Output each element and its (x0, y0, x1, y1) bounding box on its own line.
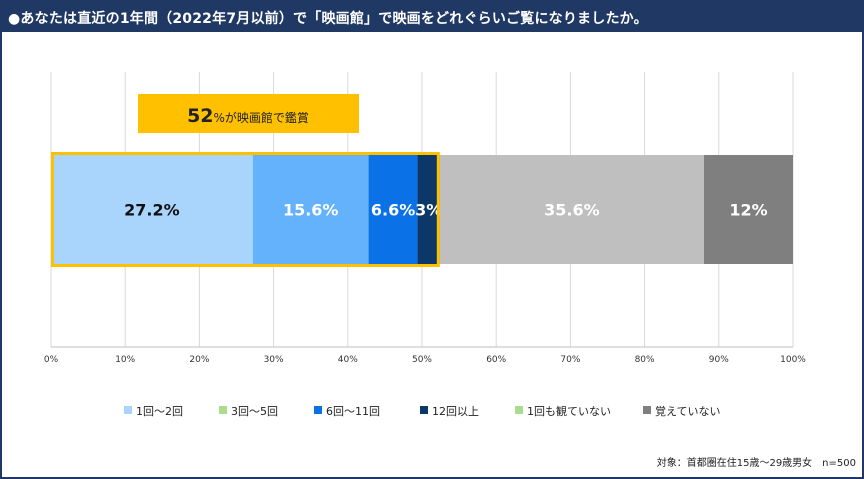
x-tick-label: 90% (709, 355, 729, 365)
footnote: 対象：首都圏在住15歳〜29歳男女 n=500 (656, 458, 856, 469)
legend-swatch (420, 406, 428, 414)
x-tick-label: 20% (189, 355, 209, 365)
data-label: 6.6% (371, 201, 415, 220)
x-tick-label: 40% (338, 355, 358, 365)
x-tick-label: 0% (44, 355, 59, 365)
title-bar: ●あなたは直近の1年間（2022年7月以前）で「映画館」で映画をどれぐらいご覧に… (2, 2, 862, 32)
data-label: 27.2% (124, 201, 180, 220)
legend-swatch (515, 406, 523, 414)
legend-label: 覚えていない (655, 405, 720, 418)
legend-swatch (643, 406, 651, 414)
legend-label: 12回以上 (432, 405, 479, 418)
bar-segment (252, 155, 369, 264)
legend-label: 1回も観ていない (527, 404, 611, 418)
callout-text: 52%が映画館で鑑賞 (187, 105, 309, 127)
data-label: 35.6% (544, 201, 600, 220)
legend-label: 3回～5回 (231, 405, 278, 418)
bar-segment (439, 155, 704, 264)
x-tick-label: 70% (560, 355, 580, 365)
chart-title: ●あなたは直近の1年間（2022年7月以前）で「映画館」で映画をどれぐらいご覧に… (8, 11, 648, 27)
x-tick-label: 60% (486, 355, 506, 365)
x-tick-label: 80% (635, 355, 655, 365)
bar-segment (703, 155, 793, 264)
legend-label: 1回～2回 (136, 405, 183, 418)
data-label: 12% (729, 201, 767, 220)
highlight-outline (51, 152, 440, 267)
x-tick-label: 50% (412, 355, 432, 365)
x-tick-label: 10% (115, 355, 135, 365)
legend-swatch (314, 406, 322, 414)
bar-segment (368, 155, 418, 264)
data-label: 3% (415, 201, 442, 220)
callout-box (138, 94, 359, 133)
legend-swatch (124, 406, 132, 414)
x-tick-label: 30% (264, 355, 284, 365)
bar-segment (51, 155, 253, 264)
legend-label: 6回～11回 (326, 405, 380, 418)
x-tick-label: 100% (780, 355, 806, 365)
legend-swatch (219, 406, 227, 414)
bar-segment (417, 155, 440, 264)
data-label: 15.6% (283, 201, 339, 220)
